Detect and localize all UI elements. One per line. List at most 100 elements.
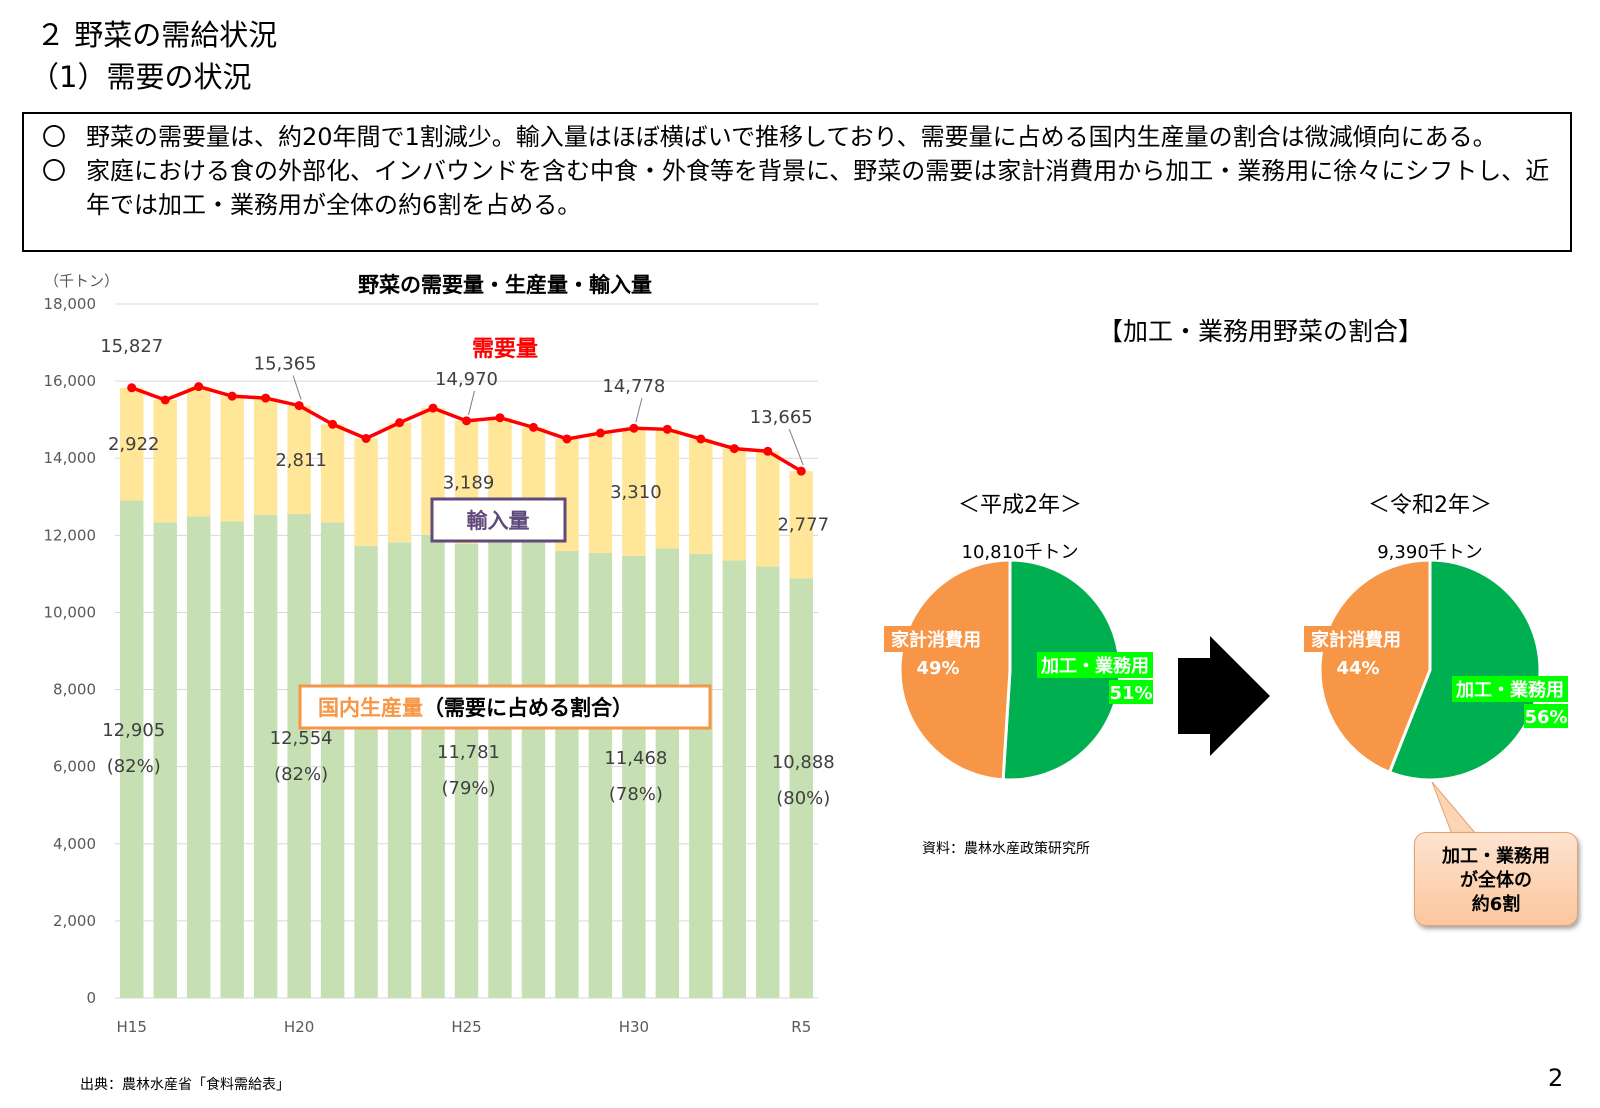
domestic-share-label: (80%) bbox=[776, 788, 830, 809]
bar-domestic bbox=[622, 555, 646, 998]
pie-charts: 加工・業務用 51% 家計消費用 49% 加工・業務用 56% 家計消費用 44% bbox=[884, 560, 1568, 782]
summary-text: 野菜の需要量は、約20年間で1割減少。輸入量はほぼ横ばいで推移しており、需要量に… bbox=[86, 123, 1497, 151]
y-unit-label: （千トン） bbox=[44, 272, 119, 290]
imports-value-label: 2,777 bbox=[777, 515, 829, 536]
arrow-right-icon bbox=[1178, 636, 1270, 756]
demand-point bbox=[528, 422, 538, 432]
summary-item: 〇 家庭における食の外部化、インバウンドを含む中食・外食等を背景に、野菜の需要は… bbox=[42, 154, 1554, 222]
summary-text: 家庭における食の外部化、インバウンドを含む中食・外食等を背景に、野菜の需要は家計… bbox=[86, 157, 1550, 219]
bar-domestic bbox=[789, 578, 813, 998]
imports-value-label: 2,811 bbox=[275, 450, 327, 471]
bar-domestic bbox=[287, 513, 311, 998]
legend-domestic: 国内生産量（需要に占める割合） bbox=[318, 696, 633, 720]
x-tick-label: H15 bbox=[117, 1018, 147, 1036]
demand-point bbox=[294, 401, 304, 411]
demand-point bbox=[729, 444, 739, 454]
slice-percent-label: 44% bbox=[1336, 658, 1379, 679]
demand-point bbox=[361, 433, 371, 443]
summary-item: 〇 野菜の需要量は、約20年間で1割減少。輸入量はほぼ横ばいで推移しており、需要… bbox=[42, 120, 1554, 154]
bar-imports bbox=[220, 396, 244, 522]
demand-point bbox=[629, 423, 639, 433]
slice-name-label: 加工・業務用 bbox=[1455, 679, 1564, 701]
slice-name-label: 家計消費用 bbox=[891, 629, 981, 651]
bar-domestic bbox=[689, 553, 713, 998]
slice-label-bg bbox=[1452, 676, 1568, 702]
bar-domestic bbox=[722, 560, 747, 998]
pie-total-label: 10,810千トン bbox=[961, 542, 1079, 563]
bar-imports bbox=[186, 386, 211, 517]
slice-percent-label: 56% bbox=[1524, 707, 1567, 728]
demand-value-label: 13,665 bbox=[750, 407, 813, 428]
callout-box: 加工・業務用 が全体の 約6割 bbox=[1414, 832, 1578, 926]
demand-value-label: 14,970 bbox=[435, 369, 498, 390]
bar-domestic bbox=[488, 537, 512, 998]
domestic-value-label: 11,781 bbox=[437, 742, 500, 763]
bars bbox=[120, 386, 813, 998]
bar-imports bbox=[756, 451, 780, 567]
domestic-share-label: (82%) bbox=[274, 764, 328, 785]
legend-imports-box bbox=[430, 497, 567, 543]
circle-bullet-icon: 〇 bbox=[42, 157, 66, 185]
slice-label-bg bbox=[1304, 626, 1408, 652]
demand-point bbox=[127, 383, 137, 393]
bar-imports bbox=[287, 405, 311, 514]
y-tick-label: 6,000 bbox=[53, 758, 96, 776]
pie-period-label: ＜令和2年＞ bbox=[1368, 493, 1492, 518]
section-heading: ２ 野菜の需給状況 bbox=[36, 18, 278, 52]
summary-box: 〇 野菜の需要量は、約20年間で1割減少。輸入量はほぼ横ばいで推移しており、需要… bbox=[22, 112, 1572, 252]
bar-domestic bbox=[756, 566, 780, 998]
bar-imports bbox=[120, 387, 144, 501]
demand-point bbox=[261, 393, 271, 403]
bar-domestic bbox=[220, 521, 244, 998]
imports-value-label: 3,189 bbox=[443, 472, 495, 493]
bar-imports bbox=[153, 400, 177, 523]
demand-line bbox=[127, 382, 806, 476]
y-tick-label: 8,000 bbox=[53, 681, 96, 699]
domestic-share-label: (78%) bbox=[609, 784, 663, 805]
demand-point bbox=[662, 424, 672, 434]
callout-line: 加工・業務用 bbox=[1442, 846, 1550, 867]
y-tick-label: 10,000 bbox=[44, 603, 97, 621]
slice-label-bg bbox=[1524, 704, 1568, 728]
pie-section-title: 【加工・業務用野菜の割合】 bbox=[1098, 317, 1424, 346]
page-number: 2 bbox=[1548, 1064, 1564, 1092]
legend-imports: 輸入量 bbox=[467, 509, 530, 533]
y-tick-label: 4,000 bbox=[53, 835, 96, 853]
leader-line bbox=[635, 398, 643, 423]
demand-value-label: 15,365 bbox=[254, 354, 317, 375]
bar-domestic bbox=[521, 540, 546, 998]
demand-value-label: 15,827 bbox=[100, 336, 163, 357]
bar-domestic bbox=[253, 514, 278, 998]
y-tick-label: 16,000 bbox=[44, 372, 97, 390]
pie-source: 資料：農林水産政策研究所 bbox=[922, 841, 1090, 857]
y-tick-label: 18,000 bbox=[44, 295, 97, 313]
bar-domestic bbox=[588, 552, 613, 998]
bar-domestic bbox=[186, 516, 211, 998]
bar-imports bbox=[622, 428, 646, 556]
domestic-value-label: 12,905 bbox=[102, 720, 165, 741]
slice-percent-label: 49% bbox=[916, 658, 959, 679]
bar-imports bbox=[253, 398, 278, 515]
bar-imports bbox=[588, 433, 613, 553]
pie-chart-h2: 加工・業務用 51% 家計消費用 49% bbox=[884, 560, 1153, 782]
y-tick-label: 14,000 bbox=[44, 449, 97, 467]
domestic-value-label: 10,888 bbox=[772, 752, 835, 773]
imports-value-label: 2,922 bbox=[108, 434, 160, 455]
demand-value-label: 14,778 bbox=[602, 376, 665, 397]
domestic-share-label: (82%) bbox=[107, 756, 161, 777]
demand-point bbox=[160, 395, 170, 405]
x-axis: H15 H20 H25 H30 R5 bbox=[117, 1018, 812, 1036]
pie-total-label: 9,390千トン bbox=[1377, 542, 1483, 563]
bar-domestic bbox=[655, 548, 680, 998]
bar-domestic bbox=[421, 534, 445, 998]
legend-domestic-box bbox=[298, 684, 712, 730]
value-labels: 15,827 2,922 12,905 (82%) 15,365 2,811 12,554 (… bbox=[100, 336, 835, 809]
demand-point bbox=[227, 391, 237, 401]
bar-imports bbox=[655, 429, 680, 549]
domestic-value-label: 11,468 bbox=[604, 748, 667, 769]
legend-domestic-suffix: （需要に占める割合） bbox=[423, 696, 633, 720]
demand-point bbox=[194, 382, 204, 392]
bar-domestic bbox=[387, 542, 412, 998]
legend-domestic-name: 国内生産量 bbox=[318, 696, 423, 720]
bar-domestic bbox=[320, 522, 345, 998]
